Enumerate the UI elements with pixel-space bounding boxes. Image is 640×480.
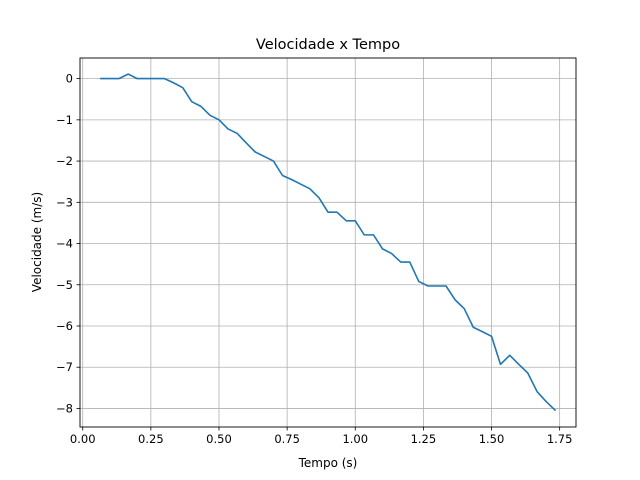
x-tick-label: 1.00: [342, 432, 368, 446]
grid-lines: [80, 58, 576, 427]
y-tick-label: −2: [56, 154, 73, 168]
y-tick-label: −4: [56, 237, 73, 251]
series-layer: [100, 73, 557, 412]
chart-title: Velocidade x Tempo: [256, 37, 400, 53]
y-axis-ticks: 0 −1 −2 −3 −4 −5 −6 −7 −8: [56, 72, 80, 415]
y-tick-label: −5: [56, 278, 73, 292]
x-tick-label: 0.25: [138, 432, 164, 446]
plot-frame: [79, 57, 577, 428]
x-axis-ticks: 0.00 0.25 0.50 0.75 1.00 1.25 1.50 1.75: [70, 427, 573, 446]
x-tick-label: 1.50: [479, 432, 505, 446]
x-tick-label: 1.75: [547, 432, 573, 446]
y-tick-label: −6: [56, 319, 73, 333]
y-tick-label: −7: [56, 360, 73, 374]
x-tick-label: 0.75: [274, 432, 300, 446]
y-tick-label: −3: [56, 195, 73, 209]
x-tick-label: 1.25: [411, 432, 437, 446]
x-axis-label: Tempo (s): [298, 456, 358, 470]
y-axis-label: Velocidade (m/s): [30, 192, 44, 292]
series-line: [100, 73, 557, 412]
x-tick-label: 0.00: [70, 432, 96, 446]
y-tick-label: −8: [56, 401, 73, 415]
y-tick-label: 0: [66, 72, 73, 86]
x-tick-label: 0.50: [206, 432, 232, 446]
y-tick-label: −1: [56, 113, 73, 127]
